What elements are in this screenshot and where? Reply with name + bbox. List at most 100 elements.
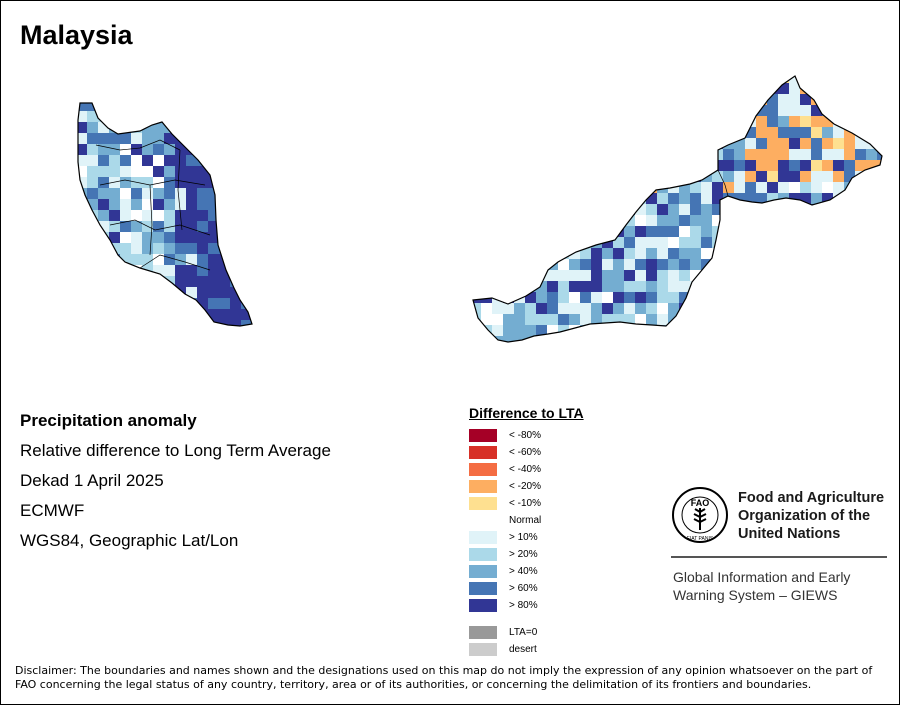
anomaly-cell xyxy=(844,94,855,105)
anomaly-cell xyxy=(756,314,767,325)
anomaly-cell xyxy=(492,160,503,171)
anomaly-cell xyxy=(98,265,109,276)
anomaly-cell xyxy=(503,303,514,314)
anomaly-cell xyxy=(646,259,657,270)
anomaly-cell xyxy=(569,314,580,325)
anomaly-cell xyxy=(701,325,712,336)
anomaly-cell xyxy=(580,160,591,171)
anomaly-cell xyxy=(569,336,580,342)
anomaly-cell xyxy=(866,160,877,171)
anomaly-cell xyxy=(514,237,525,248)
anomaly-cell xyxy=(219,276,230,287)
anomaly-cell xyxy=(712,193,723,204)
anomaly-cell xyxy=(252,122,263,133)
anomaly-cell xyxy=(723,237,734,248)
anomaly-cell xyxy=(624,259,635,270)
legend-wet-swatch xyxy=(469,565,497,578)
anomaly-cell xyxy=(78,232,87,243)
anomaly-cell xyxy=(844,248,855,259)
anomaly-cell xyxy=(723,171,734,182)
anomaly-cell xyxy=(679,94,690,105)
anomaly-cell xyxy=(536,226,547,237)
anomaly-cell xyxy=(175,103,186,111)
anomaly-cell xyxy=(120,232,131,243)
anomaly-cell xyxy=(514,182,525,193)
anomaly-cell xyxy=(613,325,624,336)
anomaly-cell xyxy=(646,270,657,281)
anomaly-cell xyxy=(536,325,547,336)
anomaly-cell xyxy=(164,254,175,265)
anomaly-cell xyxy=(514,226,525,237)
anomaly-cell xyxy=(492,204,503,215)
anomaly-cell xyxy=(481,281,492,292)
anomaly-cell xyxy=(175,144,186,155)
anomaly-cell xyxy=(492,226,503,237)
anomaly-cell xyxy=(701,76,712,83)
legend-dry-row: < -80% xyxy=(469,427,584,444)
anomaly-cell xyxy=(789,303,800,314)
legend-dry-label: < -20% xyxy=(509,481,541,492)
anomaly-cell xyxy=(833,292,844,303)
anomaly-cell xyxy=(756,270,767,281)
anomaly-cell xyxy=(591,94,602,105)
anomaly-cell xyxy=(668,237,679,248)
anomaly-cell xyxy=(230,287,241,298)
anomaly-cell xyxy=(734,303,745,314)
anomaly-cell xyxy=(580,182,591,193)
anomaly-cell xyxy=(525,226,536,237)
anomaly-cell xyxy=(109,287,120,298)
anomaly-cell xyxy=(624,83,635,94)
anomaly-cell xyxy=(473,182,481,193)
anomaly-cell xyxy=(701,270,712,281)
anomaly-cell xyxy=(800,248,811,259)
anomaly-cell xyxy=(701,127,712,138)
anomaly-cell xyxy=(811,127,822,138)
anomaly-cell xyxy=(525,94,536,105)
anomaly-cell xyxy=(822,336,833,342)
anomaly-cell xyxy=(701,237,712,248)
anomaly-cell xyxy=(646,105,657,116)
anomaly-cell xyxy=(613,193,624,204)
anomaly-cell xyxy=(866,193,877,204)
anomaly-cell xyxy=(635,182,646,193)
anomaly-cell xyxy=(745,149,756,160)
borneo-anomaly-grid xyxy=(473,76,882,342)
anomaly-cell xyxy=(473,325,481,336)
anomaly-cell xyxy=(481,314,492,325)
anomaly-cell xyxy=(712,336,723,342)
anomaly-cell xyxy=(120,166,131,177)
anomaly-cell xyxy=(503,76,514,83)
anomaly-cell xyxy=(503,336,514,342)
anomaly-cell xyxy=(745,171,756,182)
anomaly-cell xyxy=(745,105,756,116)
anomaly-cell xyxy=(142,155,153,166)
anomaly-cell xyxy=(109,298,120,309)
anomaly-cell xyxy=(580,292,591,303)
anomaly-cell xyxy=(558,281,569,292)
anomaly-cell xyxy=(712,259,723,270)
anomaly-cell xyxy=(208,287,219,298)
anomaly-cell xyxy=(701,226,712,237)
anomaly-cell xyxy=(646,281,657,292)
anomaly-cell xyxy=(197,144,208,155)
anomaly-cell xyxy=(756,325,767,336)
anomaly-cell xyxy=(767,248,778,259)
anomaly-cell xyxy=(745,248,756,259)
anomaly-cell xyxy=(241,199,252,210)
anomaly-cell xyxy=(142,199,153,210)
anomaly-cell xyxy=(481,171,492,182)
anomaly-cell xyxy=(811,314,822,325)
anomaly-cell xyxy=(866,281,877,292)
anomaly-cell xyxy=(569,237,580,248)
anomaly-cell xyxy=(789,314,800,325)
anomaly-cell xyxy=(98,298,109,309)
map-source: ECMWF xyxy=(20,501,85,520)
anomaly-cell xyxy=(833,237,844,248)
giews-name: Global Information and Early Warning Sys… xyxy=(673,568,893,604)
anomaly-cell xyxy=(514,204,525,215)
anomaly-cell xyxy=(635,204,646,215)
legend-extra-label: desert xyxy=(509,644,537,655)
anomaly-cell xyxy=(197,199,208,210)
anomaly-cell xyxy=(503,193,514,204)
anomaly-cell xyxy=(525,127,536,138)
